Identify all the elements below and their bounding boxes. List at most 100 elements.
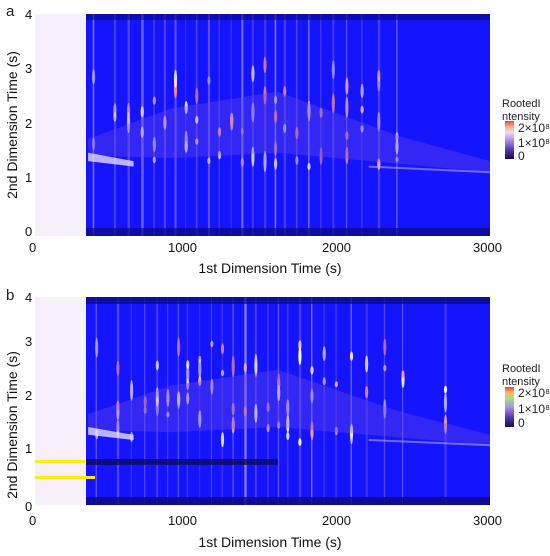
panel-a-ytick-3: 3: [25, 61, 32, 76]
panel-a-peak: [240, 157, 244, 167]
panel-b-peak: [286, 432, 290, 440]
panel-a-peak: [195, 115, 199, 124]
panel-b-peak: [443, 414, 448, 435]
panel-a-streak: [92, 14, 95, 236]
panel-a-column-bleed: [88, 152, 134, 167]
panel-b-peak: [243, 405, 247, 417]
panel-b-peak: [286, 414, 290, 433]
panel-a-peak: [360, 105, 364, 114]
panel-a-streak: [195, 14, 198, 236]
panel-b-yellow-line-2: [35, 476, 95, 479]
panel-b: b 4 3 2 1 0 0 1000 2000 3000 1st Dimensi…: [4, 287, 550, 550]
panel-b-peak: [186, 392, 190, 405]
panel-b-streak: [365, 297, 368, 505]
panel-b-peak: [143, 396, 147, 408]
panel-a-peak: [184, 130, 188, 152]
panel-b-dark-band-mid: [86, 459, 278, 465]
panel-a-peak: [377, 75, 381, 92]
panel-b-legend: RootedI ntensity 2×10⁸ 1×10⁸ 0: [502, 363, 550, 430]
panel-a-peak: [163, 115, 167, 129]
panel-b-streak: [198, 297, 201, 505]
panel-b-peak: [322, 377, 326, 386]
panel-a-peak: [283, 86, 287, 97]
panel-a-peak: [283, 123, 287, 133]
panel-b-peak: [322, 346, 326, 361]
panel-b-peak: [231, 416, 235, 434]
panel-a-peak: [173, 69, 178, 88]
panel-a-peak: [345, 77, 349, 95]
panel-a-peak: [307, 100, 311, 122]
panel-a-streak: [251, 14, 254, 236]
panel-b-peak: [166, 411, 170, 418]
panel-a-peak: [274, 95, 278, 105]
panel-a-label: a: [6, 3, 15, 20]
panel-b-streak: [244, 297, 247, 505]
panel-b-streak: [335, 297, 337, 505]
panel-b-peak: [443, 393, 448, 413]
panel-a-streak: [320, 14, 322, 236]
panel-a-peak: [251, 65, 255, 83]
panel-a-xtick-0: 0: [29, 240, 36, 255]
panel-a-peak: [140, 106, 144, 118]
panel-a-streak: [174, 14, 177, 236]
panel-b-peak: [177, 391, 181, 409]
panel-a-peak: [395, 156, 399, 163]
panel-b-peak: [220, 343, 225, 355]
panel-a-streak: [396, 14, 398, 236]
panel-a-peak: [395, 139, 399, 155]
panel-a-peak: [92, 69, 96, 85]
panel-b-peak: [231, 402, 235, 415]
panel-b-peak: [116, 400, 120, 412]
panel-b-peak: [186, 364, 190, 385]
panel-b-column-bleed: [88, 427, 134, 440]
panel-a-peak: [207, 157, 211, 164]
panel-b-streak: [130, 297, 132, 505]
panel-b-peak: [130, 379, 134, 401]
panel-b-xtick-1000: 1000: [168, 513, 197, 528]
panel-a-streak: [345, 14, 348, 236]
panel-b-yellow-line-1: [35, 460, 85, 463]
panel-a-trail-line: [368, 165, 491, 174]
panel-a-peak: [184, 101, 188, 115]
panel-a-peak: [240, 127, 244, 136]
panel-b-peak: [310, 421, 314, 441]
panel-b-peak: [298, 340, 302, 351]
panel-b-legend-tick-1e8: 1×10⁸: [518, 402, 550, 416]
panel-a-ytick-4: 4: [25, 7, 32, 22]
panel-a-peak: [126, 103, 131, 120]
panel-a-peak: [152, 156, 156, 164]
panel-b-streak: [350, 297, 352, 505]
panel-a-peak: [331, 60, 335, 79]
panel-b-peak: [210, 340, 214, 347]
panel-a-peak: [307, 163, 311, 170]
panel-a-streak: [218, 14, 220, 236]
panel-a-streak: [113, 14, 117, 236]
panel-b-peak: [266, 423, 270, 433]
panel-a-streak: [274, 14, 277, 236]
panel-a-streak: [264, 14, 267, 236]
panel-a-peak: [360, 83, 364, 99]
panel-b-peak: [383, 338, 387, 356]
panel-a-colorbar: [505, 121, 514, 159]
panel-b-peak: [155, 396, 159, 407]
panel-a-ytick-0: 0: [25, 224, 32, 239]
panel-b-colorbar: [505, 387, 514, 427]
panel-b-peak: [365, 385, 369, 399]
panel-a-peak: [274, 141, 278, 156]
panel-a-xtick-2000: 2000: [322, 240, 351, 255]
panel-a-dark-band-bottom: [86, 228, 490, 236]
panel-b-peak: [155, 360, 159, 371]
panel-b-peak: [277, 385, 281, 402]
panel-a-peak: [377, 112, 381, 132]
panel-a-elution-band: [88, 91, 490, 173]
panel-a-peak: [345, 131, 349, 140]
panel-b-legend-title-line1: RootedI: [502, 363, 541, 375]
panel-a-peak: [92, 137, 96, 151]
panel-a-peak: [274, 157, 278, 170]
panel-a-peak: [217, 127, 222, 137]
panel-b-peak: [310, 365, 314, 375]
panel-a-legend-title-line1: RootedI: [502, 98, 541, 110]
panel-b-streak: [221, 297, 224, 505]
panel-a-peak: [251, 102, 255, 123]
panel-a-legend-tick-0: 0: [518, 149, 525, 163]
